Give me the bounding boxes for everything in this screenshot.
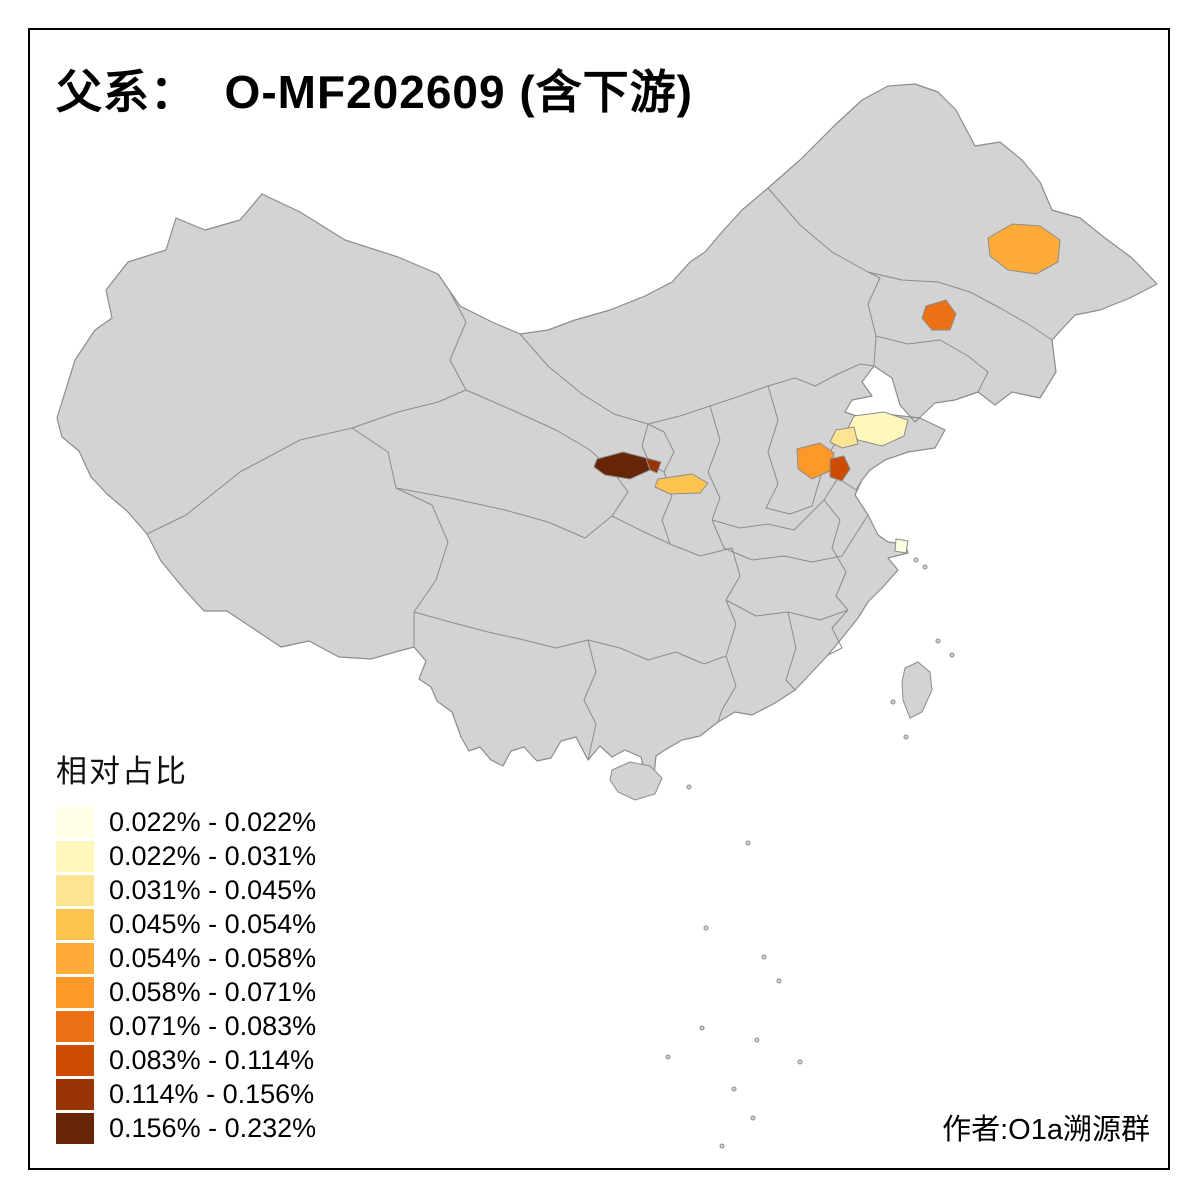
china-mainland-shape: [56, 83, 1158, 776]
legend-swatch: [56, 807, 94, 838]
border-guizhou-hunan: [619, 647, 727, 665]
border-tibet-east: [351, 427, 449, 647]
legend-swatch: [56, 977, 94, 1008]
border-jilin-liaoning: [875, 335, 989, 393]
legend-swatch: [56, 909, 94, 940]
legend-swatch: [56, 943, 94, 974]
legend-swatch: [56, 841, 94, 872]
small-island: [935, 638, 941, 644]
border-shanxi-east: [765, 385, 779, 509]
border-henan-south: [711, 514, 869, 563]
small-island: [719, 1143, 725, 1149]
small-island: [665, 1054, 671, 1060]
legend-row: 0.045% - 0.054%: [56, 909, 316, 940]
border-zhejiang-fujian: [827, 609, 849, 656]
legend-label: 0.114% - 0.156%: [109, 1079, 315, 1109]
legend-label: 0.083% - 0.114%: [109, 1045, 315, 1075]
attribution-text: 作者:O1a溯源群: [942, 1114, 1150, 1146]
small-island: [686, 784, 692, 790]
legend-row: 0.156% - 0.232%: [56, 1113, 316, 1144]
border-yunnan-guangxi: [583, 639, 597, 761]
legend-swatch: [56, 1011, 94, 1042]
legend-row: 0.031% - 0.045%: [56, 875, 316, 906]
border-sichuan: [611, 515, 741, 625]
border-innermongolia-northeast: [867, 271, 881, 367]
small-island: [754, 1037, 760, 1043]
region-shanghai: [894, 538, 909, 554]
legend-row: 0.054% - 0.058%: [56, 943, 316, 974]
legend-swatch: [56, 875, 94, 906]
legend-label: 0.156% - 0.232%: [109, 1113, 317, 1143]
legend-swatch: [56, 1045, 94, 1076]
border-anhui-east: [823, 499, 849, 611]
border-heilongjiang-jilin: [767, 187, 1053, 341]
legend-row: 0.083% - 0.114%: [56, 1045, 316, 1076]
legend-label: 0.045% - 0.054%: [109, 909, 317, 939]
legend: 相对占比 0.022% - 0.022% 0.022% - 0.031% 0.0…: [56, 746, 316, 1147]
legend-swatch: [56, 1113, 94, 1144]
legend-label: 0.022% - 0.031%: [109, 841, 317, 871]
islands: [609, 557, 955, 1149]
region-heilongjiang: [987, 223, 1061, 275]
small-island: [922, 564, 928, 570]
small-island: [699, 1025, 705, 1031]
border-qinghai-gansu: [465, 389, 613, 471]
border-qinghai-south: [395, 469, 629, 539]
border-innermongolia-south: [647, 363, 875, 425]
hainan-island: [609, 761, 663, 801]
border-innermongolia-gansu: [519, 333, 649, 425]
small-island: [903, 734, 909, 740]
border-henan-north: [711, 477, 839, 531]
legend-row: 0.114% - 0.156%: [56, 1079, 316, 1110]
small-island: [776, 978, 782, 984]
legend-row: 0.071% - 0.083%: [56, 1011, 316, 1042]
legend-row: 0.058% - 0.071%: [56, 977, 316, 1008]
region-gansu-east: [645, 457, 662, 474]
legend-row: 0.022% - 0.031%: [56, 841, 316, 872]
region-jilin: [921, 299, 957, 331]
legend-label: 0.054% - 0.058%: [109, 943, 317, 973]
legend-label: 0.022% - 0.022%: [109, 807, 317, 837]
legend-title: 相对占比: [56, 754, 188, 789]
small-island: [797, 1059, 803, 1065]
small-island: [761, 954, 767, 960]
border-shanxi-west: [707, 405, 721, 521]
taiwan-island: [901, 661, 933, 719]
legend-label: 0.058% - 0.071%: [109, 977, 317, 1007]
border-jiangxi-hunan: [785, 611, 797, 691]
small-island: [890, 699, 896, 705]
region-gansu-south: [593, 451, 651, 480]
small-island: [745, 840, 751, 846]
legend-label: 0.071% - 0.083%: [109, 1011, 317, 1041]
small-island: [913, 557, 919, 563]
legend-label: 0.031% - 0.045%: [109, 875, 317, 905]
region-shandong-central: [829, 426, 859, 449]
legend-swatch: [56, 1079, 94, 1110]
small-island: [731, 1086, 737, 1092]
small-island: [949, 652, 955, 658]
small-island: [703, 925, 709, 931]
border-hebei-shandong: [765, 457, 827, 515]
highlighted-regions: [593, 223, 1061, 554]
border-xinjiang-tibet: [146, 427, 353, 535]
legend-row: 0.022% - 0.022%: [56, 807, 316, 838]
small-island: [750, 1115, 756, 1121]
region-shandong-southwest: [829, 455, 851, 482]
border-guizhou-guangxi: [717, 623, 737, 723]
region-shaanxi-west: [654, 473, 709, 495]
page-title: 父系： O-MF202609 (含下游): [56, 66, 693, 118]
